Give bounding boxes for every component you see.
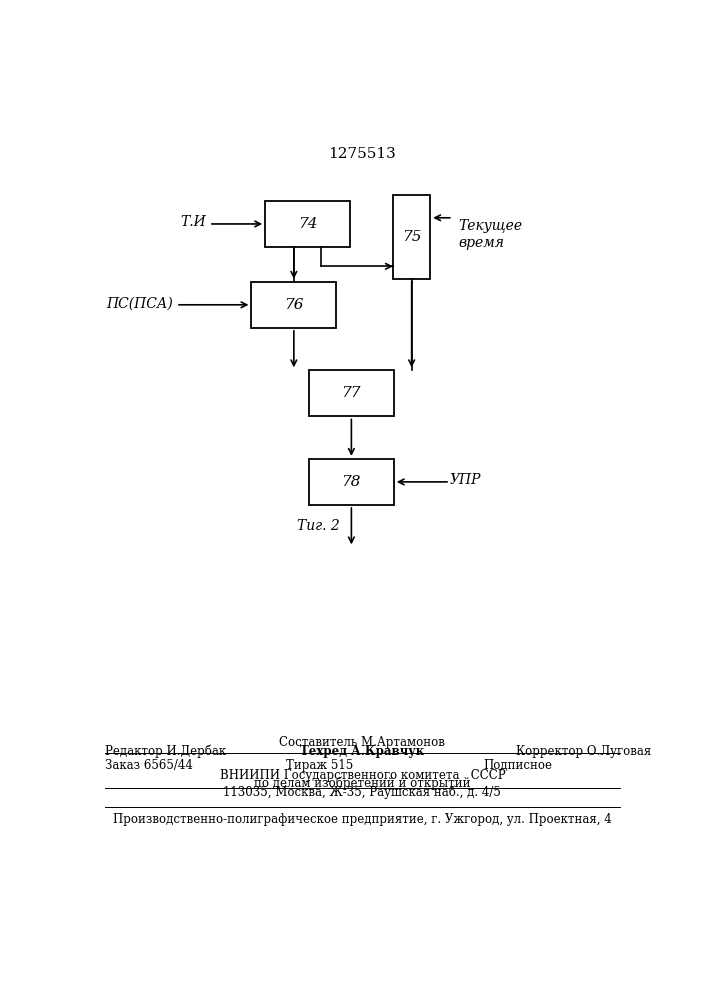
Text: 75: 75 [402,230,421,244]
Text: ВНИИПИ Государственного комитета   СССР: ВНИИПИ Государственного комитета СССР [220,769,505,782]
Text: Составитель М.Артамонов: Составитель М.Артамонов [279,736,445,749]
Text: Подписное: Подписное [483,759,552,772]
Text: 76: 76 [284,298,303,312]
Text: Тираж 515: Тираж 515 [286,759,353,772]
Bar [393,195,431,279]
Text: ПС(ПСА): ПС(ПСА) [107,296,173,310]
Text: Т.И: Т.И [180,215,206,229]
Bar [309,370,394,416]
Text: по делам изобретений и открытий: по делам изобретений и открытий [254,777,471,790]
Text: Редактор И.Дербак: Редактор И.Дербак [105,745,226,758]
Text: 74: 74 [298,217,317,231]
Text: Корректор О.Луговая: Корректор О.Луговая [516,745,651,758]
Text: Заказ 6565/44: Заказ 6565/44 [105,759,193,772]
Bar [265,201,350,247]
Text: 1275513: 1275513 [329,147,396,161]
Text: Производственно-полиграфическое предприятие, г. Ужгород, ул. Проектная, 4: Производственно-полиграфическое предприя… [113,813,612,826]
Text: Текущее: Текущее [458,219,522,233]
Bar [252,282,337,328]
Text: 113035, Москва, Ж-35, Раушская наб., д. 4/5: 113035, Москва, Ж-35, Раушская наб., д. … [223,785,501,799]
Text: УПР: УПР [450,473,481,487]
Text: Техред А.Кравчук: Техред А.Кравчук [300,745,424,758]
Text: 77: 77 [341,386,361,400]
Text: 78: 78 [341,475,361,489]
Text: Τиг. 2: Τиг. 2 [297,519,339,533]
Bar [309,459,394,505]
Text: время: время [458,236,504,250]
